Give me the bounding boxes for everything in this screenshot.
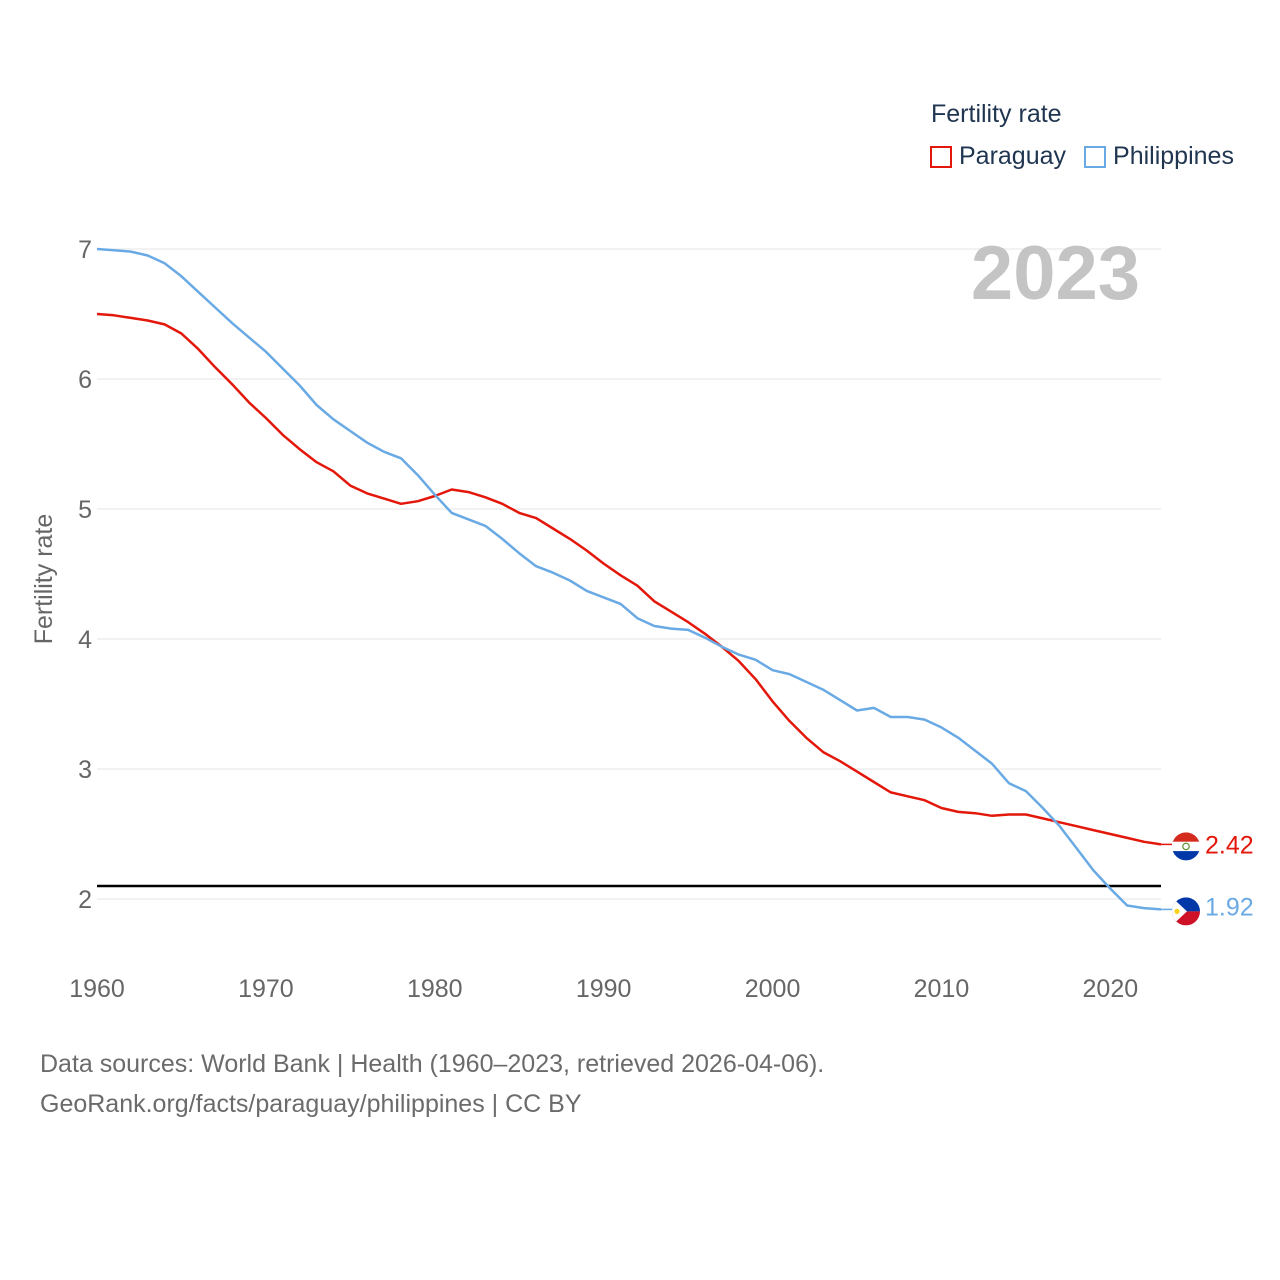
paraguay-swatch <box>930 145 952 168</box>
x-tick-label-1980: 1980 <box>407 975 463 1003</box>
paraguay-flag-icon <box>1172 832 1200 861</box>
year-watermark: 2023 <box>971 231 1140 316</box>
legend-item-paraguay[interactable]: Paraguay <box>930 142 1066 171</box>
y-tick-label-6: 6 <box>78 366 92 394</box>
footer-line-2: GeoRank.org/facts/paraguay/philippines |… <box>40 1090 582 1118</box>
series-line-philippines <box>96 247 1162 911</box>
legend-item-philippines[interactable]: Philippines <box>1084 142 1234 171</box>
paraguay-end-value: 2.42 <box>1205 831 1254 859</box>
y-axis-label: Fertility rate <box>30 514 58 645</box>
y-tick-label-5: 5 <box>78 496 92 524</box>
legend: Paraguay Philippines <box>930 142 1252 171</box>
data-series <box>96 247 1162 911</box>
x-tick-label-1960: 1960 <box>69 975 125 1003</box>
footer-sources: Data sources: World Bank | Health (1960–… <box>40 1044 824 1124</box>
x-tick-label-2010: 2010 <box>914 975 970 1003</box>
legend-label-philippines: Philippines <box>1113 142 1234 170</box>
x-tick-label-1970: 1970 <box>238 975 294 1003</box>
philippines-flag-icon <box>1172 897 1200 926</box>
x-tick-label-2020: 2020 <box>1083 975 1139 1003</box>
philippines-end-value: 1.92 <box>1205 893 1254 921</box>
x-axis-ticks: 1960 1970 1980 1990 2000 2010 2020 <box>69 975 1138 1003</box>
footer-line-1: Data sources: World Bank | Health (1960–… <box>40 1050 825 1078</box>
legend-label-paraguay: Paraguay <box>959 142 1067 170</box>
y-tick-label-7: 7 <box>78 236 92 264</box>
y-tick-label-2: 2 <box>78 886 92 914</box>
grid-lines <box>97 248 1161 900</box>
series-line-paraguay <box>96 312 1162 846</box>
y-tick-label-4: 4 <box>78 626 92 654</box>
y-axis-ticks: 2 3 4 5 6 7 <box>78 236 92 914</box>
y-tick-label-3: 3 <box>78 756 92 784</box>
philippines-swatch <box>1084 145 1107 168</box>
end-markers: 2.42 1.92 <box>1161 831 1254 926</box>
x-tick-label-1990: 1990 <box>576 975 632 1003</box>
x-tick-label-2000: 2000 <box>745 975 801 1003</box>
legend-title: Fertility rate <box>931 100 1062 128</box>
